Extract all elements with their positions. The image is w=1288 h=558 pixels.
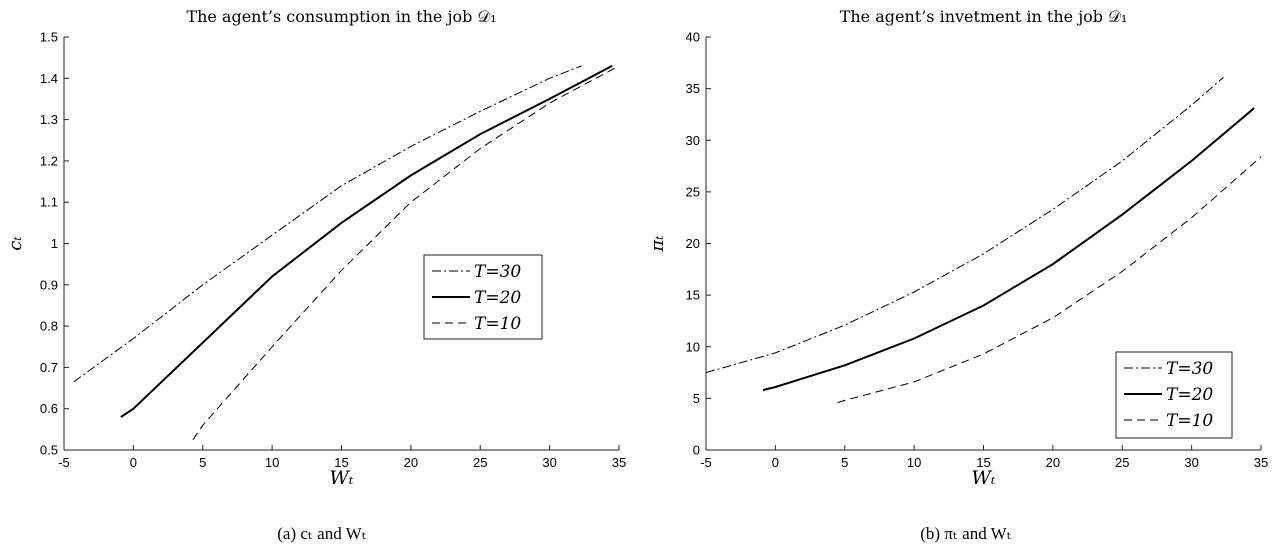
x-tick-label: 30 — [1184, 455, 1198, 470]
y-tick-label: 1 — [51, 236, 58, 251]
series-line-T-10 — [192, 65, 620, 440]
y-tick-label: 0 — [693, 443, 700, 458]
x-tick-label: 5 — [841, 455, 848, 470]
legend-label: T=30 — [1166, 359, 1213, 379]
series-line-T-10 — [837, 156, 1262, 403]
y-tick-label: 5 — [693, 391, 700, 406]
series-line-T-30 — [73, 65, 582, 383]
y-tick-label: 0.7 — [40, 360, 58, 375]
x-tick-label: 30 — [542, 455, 556, 470]
x-tick-label: 5 — [199, 455, 206, 470]
series-line-T-20 — [120, 65, 613, 418]
x-tick-label: 25 — [473, 455, 487, 470]
x-tick-label: 35 — [1254, 455, 1268, 470]
x-tick-label: 10 — [907, 455, 921, 470]
y-tick-label: 0.5 — [40, 443, 58, 458]
y-tick-label: 0.9 — [40, 277, 58, 292]
y-tick-label: 1.2 — [40, 153, 58, 168]
y-tick-label: 10 — [686, 339, 700, 354]
legend-label: T=10 — [1166, 411, 1213, 431]
legend-label: T=20 — [1166, 385, 1213, 405]
y-tick-label: 30 — [686, 133, 700, 148]
x-axis-label: Wₜ — [971, 467, 996, 489]
y-tick-label: 40 — [686, 30, 700, 45]
x-tick-label: 20 — [1046, 455, 1060, 470]
chart-title: The agent’s consumption in the job 𝒟₁ — [186, 7, 496, 26]
chart-consumption: -5 0 5 10 15 20 25 30 35 0.5 0.6 0.7 0.8 0.9 1 1.1 1.2 1.… — [5, 7, 626, 489]
series-line-T-20 — [762, 107, 1255, 392]
x-tick-label: -5 — [700, 455, 712, 470]
legend-label: T=30 — [474, 262, 521, 282]
y-tick-label: 0.8 — [40, 319, 58, 334]
y-axis-label: cₜ — [5, 236, 26, 251]
y-tick-label: 20 — [686, 236, 700, 251]
legend-label: T=20 — [474, 288, 521, 308]
y-tick-label: 1.1 — [40, 195, 58, 210]
x-tick-label: 10 — [265, 455, 279, 470]
y-axis-label: πₜ — [647, 235, 668, 253]
y-tick-label: 1.5 — [40, 30, 58, 45]
caption-investment: (b) πₜ and Wₜ — [920, 524, 1012, 543]
y-tick-label: 1.4 — [40, 71, 58, 86]
x-tick-label: 15 — [334, 455, 348, 470]
x-tick-label: -5 — [58, 455, 70, 470]
x-tick-label: 25 — [1115, 455, 1129, 470]
y-tick-label: 35 — [686, 81, 700, 96]
caption-consumption: (a) cₜ and Wₜ — [277, 524, 367, 543]
series-line-T-30 — [705, 76, 1224, 374]
x-tick-label: 0 — [772, 455, 779, 470]
chart-panel-consumption: -5 0 5 10 15 20 25 30 35 0.5 0.6 0.7 0.8 0.9 1 1.1 1.2 1.… — [5, 7, 626, 543]
chart-title: The agent’s invetment in the job 𝒟₁ — [840, 7, 1128, 26]
y-tick-label: 25 — [686, 184, 700, 199]
chart-panel-investment: -5 0 5 10 15 20 25 30 35 0 5 10 15 20 25 30 35 40 The agen… — [644, 0, 1288, 558]
x-tick-label: 20 — [404, 455, 418, 470]
x-tick-label: 35 — [612, 455, 626, 470]
x-tick-label: 0 — [130, 455, 137, 470]
y-tick-label: 15 — [686, 288, 700, 303]
y-tick-label: 1.3 — [40, 112, 58, 127]
x-tick-label: 15 — [976, 455, 990, 470]
y-tick-label: 0.6 — [40, 401, 58, 416]
legend-label: T=10 — [474, 314, 521, 334]
x-axis-label: Wₜ — [329, 467, 354, 489]
